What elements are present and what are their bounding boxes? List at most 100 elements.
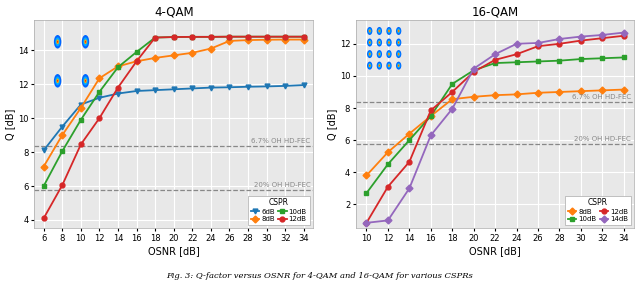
Circle shape <box>396 38 401 47</box>
Circle shape <box>55 37 60 46</box>
Circle shape <box>367 38 372 47</box>
Circle shape <box>388 30 390 32</box>
10dB <box>556 59 563 62</box>
Line: 10dB: 10dB <box>364 55 626 196</box>
Circle shape <box>83 76 88 85</box>
10dB <box>170 35 177 39</box>
Circle shape <box>368 40 371 45</box>
14dB <box>513 42 520 46</box>
Circle shape <box>377 62 382 70</box>
6dB <box>282 84 289 88</box>
Circle shape <box>378 28 381 33</box>
12dB <box>244 35 252 38</box>
Circle shape <box>396 50 401 58</box>
Circle shape <box>369 42 370 43</box>
10dB <box>470 69 477 72</box>
12dB <box>427 109 435 112</box>
12dB <box>534 44 542 48</box>
8dB <box>151 56 159 60</box>
Title: 4-QAM: 4-QAM <box>154 6 193 19</box>
Circle shape <box>388 41 390 44</box>
10dB <box>226 35 234 38</box>
12dB <box>449 90 456 94</box>
Circle shape <box>397 28 401 33</box>
Line: 10dB: 10dB <box>41 34 306 189</box>
12dB <box>226 35 234 38</box>
6dB <box>132 89 140 93</box>
10dB <box>449 82 456 86</box>
10dB <box>244 35 252 38</box>
Circle shape <box>388 42 389 43</box>
10dB <box>577 57 585 61</box>
8dB <box>577 89 585 93</box>
Circle shape <box>388 65 389 66</box>
Circle shape <box>377 50 382 58</box>
Circle shape <box>397 63 401 68</box>
Text: Fig. 3: Q-factor versus OSNR for 4-QAM and 16-QAM for various CSPRs: Fig. 3: Q-factor versus OSNR for 4-QAM a… <box>166 272 474 280</box>
10dB <box>427 114 435 118</box>
6dB <box>40 149 47 152</box>
Circle shape <box>84 39 87 44</box>
8dB <box>170 54 177 57</box>
Circle shape <box>388 53 389 55</box>
Circle shape <box>368 28 371 33</box>
12dB <box>513 53 520 56</box>
Circle shape <box>396 27 401 35</box>
10dB <box>492 61 499 65</box>
12dB <box>363 221 371 225</box>
6dB <box>188 87 196 90</box>
8dB <box>300 38 308 41</box>
Legend: 6dB, 8dB, 10dB, 12dB: 6dB, 8dB, 10dB, 12dB <box>248 196 310 225</box>
12dB <box>620 34 628 37</box>
Circle shape <box>369 53 370 55</box>
Text: 6.7% OH HD-FEC: 6.7% OH HD-FEC <box>251 138 310 144</box>
10dB <box>40 184 47 188</box>
14dB <box>427 134 435 137</box>
10dB <box>363 191 371 195</box>
Circle shape <box>378 41 380 44</box>
8dB <box>207 47 214 50</box>
Legend: 8dB, 10dB, 12dB, 14dB: 8dB, 10dB, 12dB, 14dB <box>565 196 631 225</box>
Line: 8dB: 8dB <box>41 37 306 169</box>
Circle shape <box>369 64 371 67</box>
10dB <box>263 35 271 38</box>
Circle shape <box>56 78 59 83</box>
8dB <box>406 132 413 135</box>
8dB <box>449 98 456 101</box>
12dB <box>577 39 585 42</box>
Circle shape <box>85 41 86 43</box>
12dB <box>282 35 289 38</box>
Circle shape <box>378 63 381 68</box>
Circle shape <box>55 76 60 85</box>
12dB <box>58 183 66 187</box>
6dB <box>58 125 66 128</box>
Circle shape <box>387 51 391 57</box>
6dB <box>263 85 271 88</box>
Circle shape <box>397 41 399 44</box>
Circle shape <box>54 74 61 88</box>
14dB <box>556 37 563 41</box>
8dB <box>58 133 66 137</box>
Circle shape <box>369 53 371 55</box>
8dB <box>244 38 252 42</box>
6dB <box>77 103 84 106</box>
Circle shape <box>377 38 382 47</box>
8dB <box>470 95 477 98</box>
12dB <box>492 58 499 62</box>
Circle shape <box>398 30 399 31</box>
14dB <box>577 35 585 38</box>
Line: 14dB: 14dB <box>364 30 626 225</box>
Circle shape <box>388 53 390 55</box>
8dB <box>132 60 140 63</box>
Circle shape <box>398 65 399 66</box>
Text: 20% OH HD-FEC: 20% OH HD-FEC <box>575 136 631 142</box>
Circle shape <box>387 27 392 35</box>
10dB <box>406 139 413 142</box>
6dB <box>226 86 234 89</box>
Circle shape <box>378 40 381 45</box>
Title: 16-QAM: 16-QAM <box>472 6 518 19</box>
12dB <box>598 37 606 40</box>
Circle shape <box>378 30 380 32</box>
10dB <box>534 60 542 63</box>
Circle shape <box>397 40 401 45</box>
